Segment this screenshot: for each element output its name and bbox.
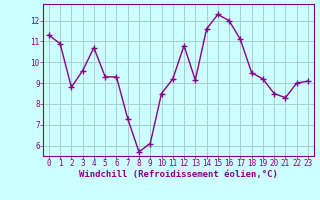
X-axis label: Windchill (Refroidissement éolien,°C): Windchill (Refroidissement éolien,°C): [79, 170, 278, 179]
